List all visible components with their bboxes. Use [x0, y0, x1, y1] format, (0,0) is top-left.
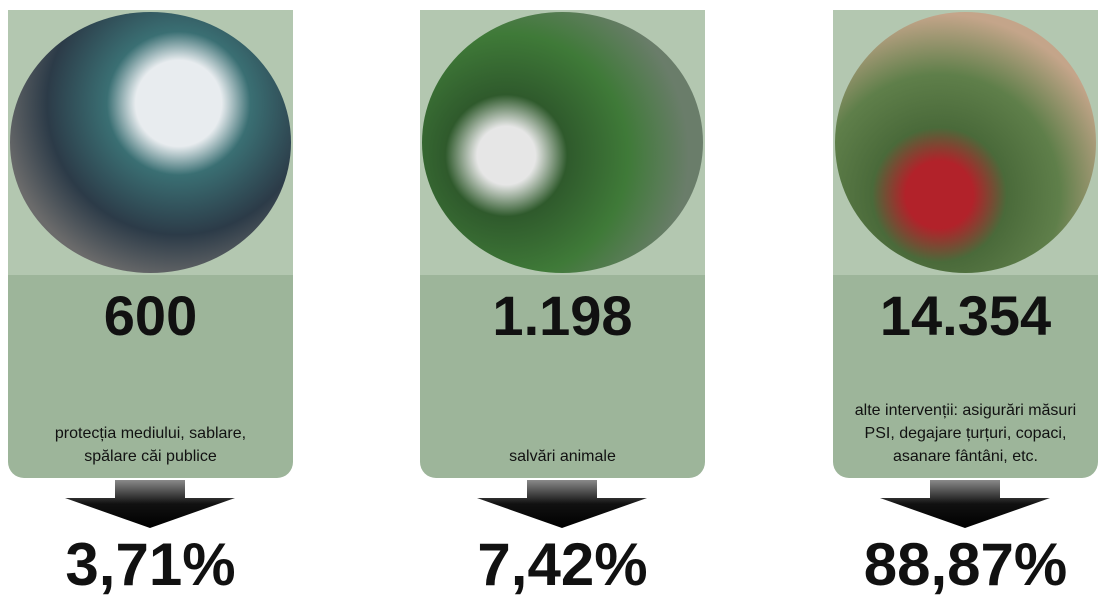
percent: 3,71%	[65, 531, 236, 598]
info-box: 600 protecția mediului, sablare, spălare…	[8, 275, 293, 478]
photo-frame	[833, 10, 1098, 275]
photo	[10, 12, 291, 273]
description: salvări animale	[509, 448, 616, 465]
count: 1.198	[492, 284, 633, 347]
arrow	[477, 480, 647, 528]
arrow	[65, 480, 235, 528]
description: protecția mediului, sablare, spălare căi…	[54, 425, 247, 465]
photo-frame	[8, 10, 293, 275]
count: 600	[103, 284, 198, 347]
arrow	[880, 480, 1050, 528]
photo	[835, 12, 1096, 273]
percent: 7,42%	[477, 531, 648, 598]
photo	[422, 12, 703, 273]
info-box: 14.354 alte intervenții: asigurări măsur…	[833, 275, 1098, 478]
info-box: 1.198 salvări animale	[420, 275, 705, 478]
percent: 88,87%	[863, 531, 1068, 598]
photo-frame	[420, 10, 705, 275]
count: 14.354	[879, 284, 1052, 347]
description: alte intervenții: asigurări măsuri PSI, …	[854, 402, 1077, 465]
